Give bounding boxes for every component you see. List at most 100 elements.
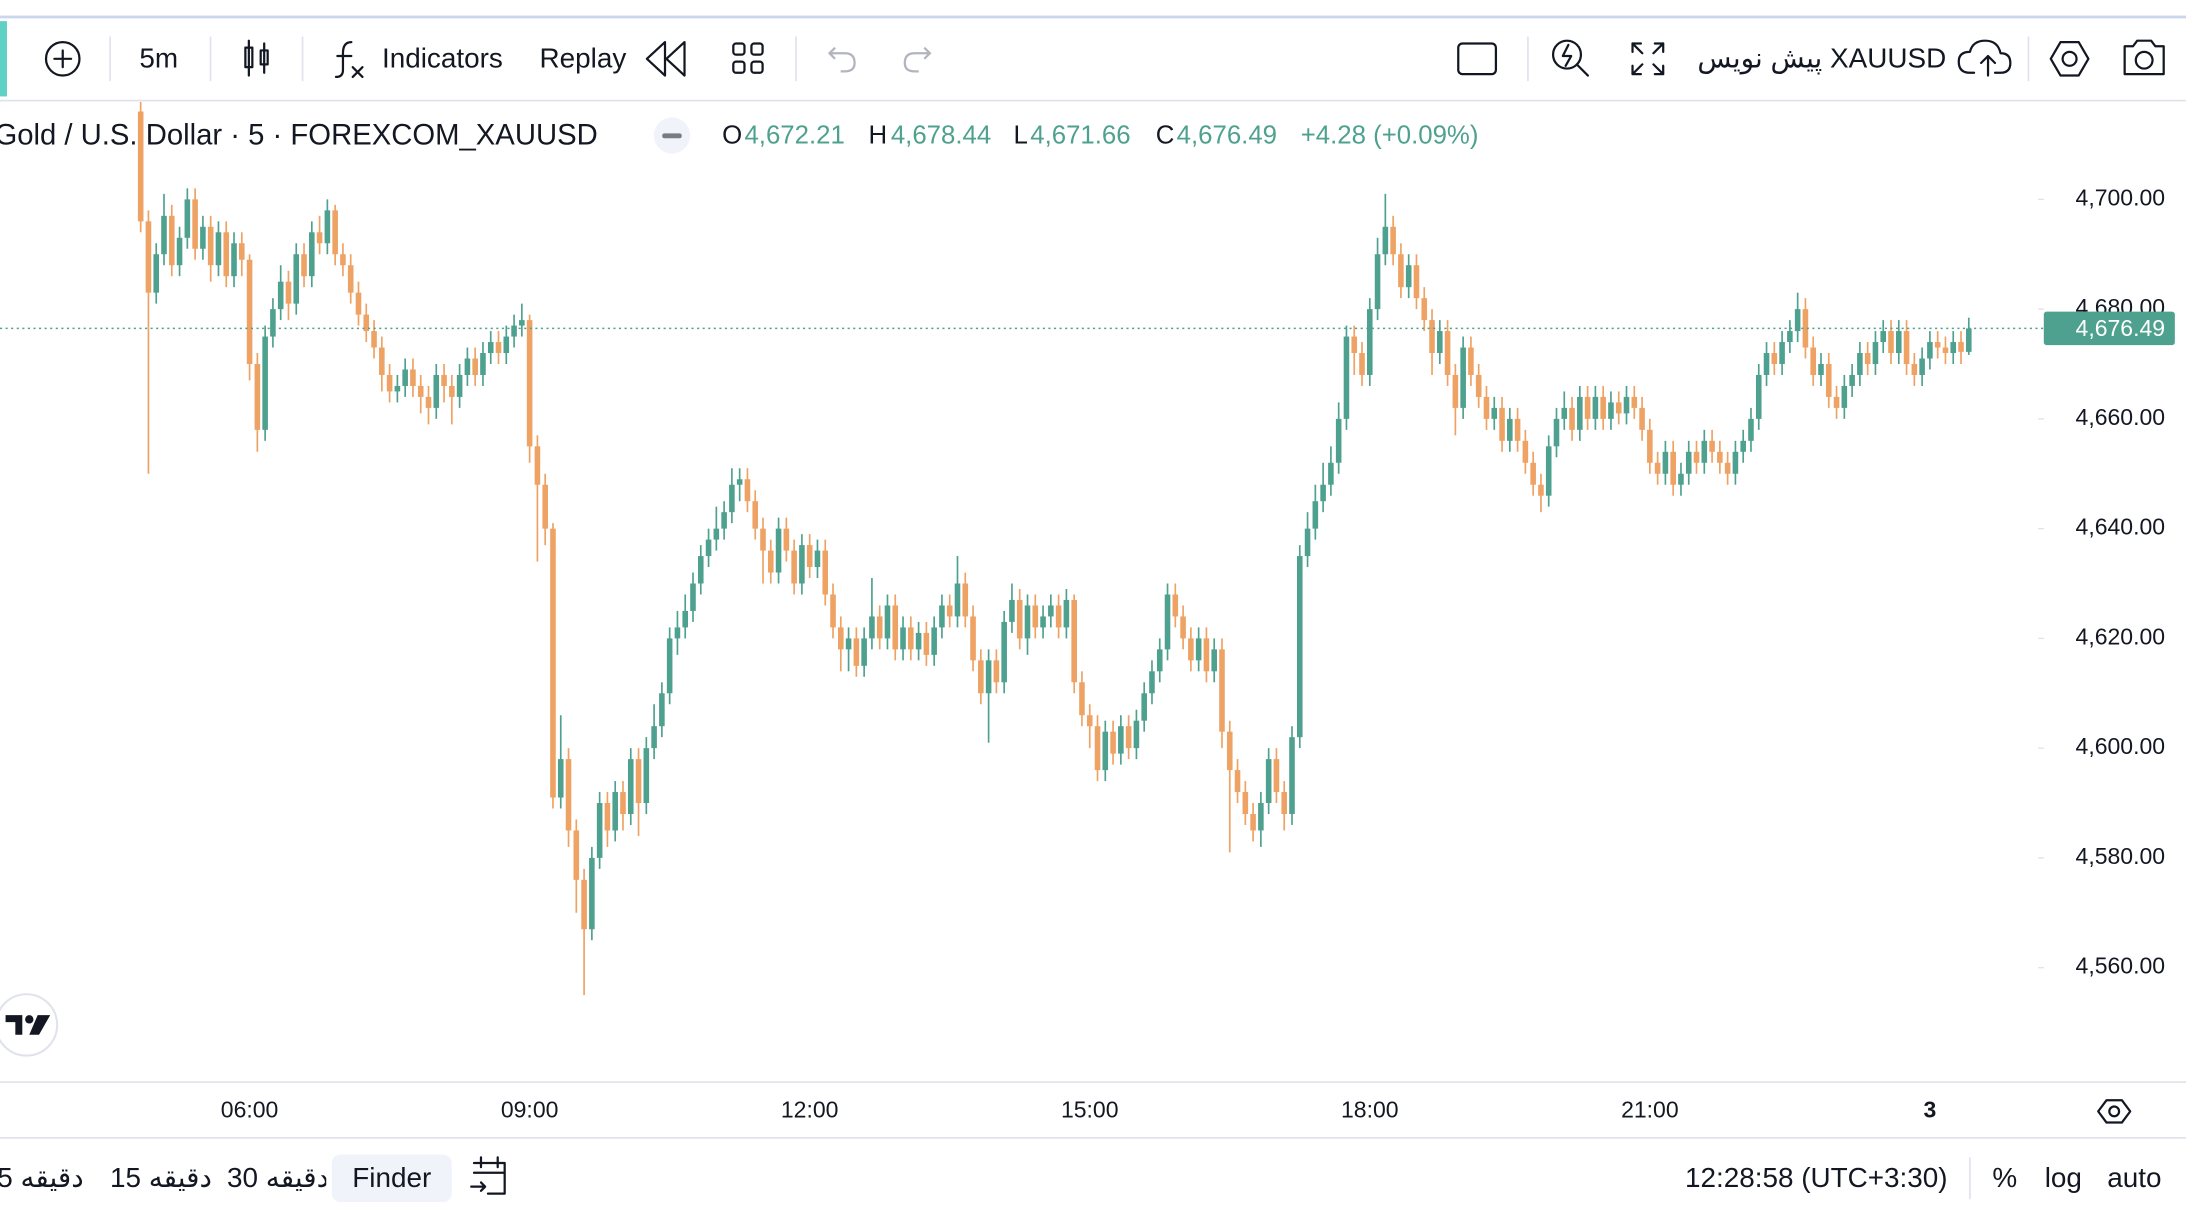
candle-body — [410, 369, 416, 386]
candle-body — [892, 605, 899, 650]
candle-body — [744, 479, 751, 502]
interval-shortcut[interactable]: 30 دقیقه — [227, 1162, 329, 1193]
interval-shortcut[interactable]: 5 دقیقه — [0, 1162, 84, 1193]
ohlc-value: 4,671.66 — [1030, 122, 1130, 150]
candle-body — [1701, 440, 1708, 463]
candle-body — [1452, 374, 1459, 408]
candle-body — [192, 199, 198, 249]
layout-name[interactable]: پیش نویس XAUUSD — [1697, 43, 1946, 75]
candle-body — [231, 243, 237, 277]
candle-body — [1561, 407, 1568, 419]
candle-body — [1491, 407, 1498, 419]
snapshot-button[interactable] — [2123, 39, 2165, 76]
percent-toggle[interactable]: % — [1992, 1162, 2017, 1193]
expand-button[interactable] — [1631, 42, 1665, 76]
ohlc-value: 4,672.21 — [744, 122, 844, 150]
save-button[interactable] — [1957, 39, 2012, 77]
candle-body — [1919, 358, 1925, 375]
replay-button[interactable]: Replay — [540, 40, 686, 77]
candle-body — [433, 374, 440, 408]
chart-type-button[interactable] — [244, 39, 269, 77]
candle-body — [1787, 331, 1793, 343]
goto-date-button[interactable] — [470, 1156, 506, 1195]
candle-body — [402, 369, 408, 386]
candle-body — [1460, 347, 1466, 408]
candle-body — [946, 605, 953, 617]
finder-button[interactable] — [331, 1154, 452, 1202]
fullscreen-toggle[interactable] — [1457, 42, 1498, 76]
candle-body — [1032, 605, 1039, 628]
candle-body — [309, 232, 315, 277]
layout-button[interactable] — [732, 42, 764, 74]
candle-body — [923, 632, 930, 655]
candle-body — [752, 501, 759, 529]
candle-body — [830, 594, 836, 628]
x-tick-label: 12:00 — [781, 1096, 839, 1122]
candle-body — [324, 210, 331, 244]
candle-body — [713, 528, 720, 540]
candle-body — [1016, 599, 1023, 639]
candle-body — [1009, 599, 1015, 622]
candle-body — [1001, 621, 1007, 683]
candle-body — [1094, 726, 1101, 771]
candle-body — [1950, 342, 1957, 354]
settings-button[interactable] — [2049, 40, 2090, 77]
candle-body — [417, 385, 424, 397]
candle-body — [1367, 309, 1373, 375]
candle-body — [1195, 638, 1202, 661]
log-toggle[interactable]: log — [2045, 1162, 2082, 1193]
candle-body — [480, 353, 486, 375]
candle-body — [1289, 737, 1295, 814]
candle-body — [1864, 353, 1871, 364]
candle-body — [620, 792, 626, 814]
candle-body — [1802, 309, 1809, 348]
quick-search-button[interactable] — [1551, 39, 1590, 77]
candle-body — [978, 660, 984, 694]
candle-body — [301, 254, 307, 277]
auto-toggle[interactable]: auto — [2107, 1162, 2161, 1193]
candle-body — [1514, 418, 1521, 441]
candle-body — [1553, 418, 1560, 447]
candle-body — [643, 748, 650, 804]
candle-body — [1888, 331, 1894, 354]
redo-button[interactable] — [903, 46, 932, 73]
candle-body — [223, 232, 230, 277]
candle-body — [332, 210, 338, 255]
candle-body — [1242, 792, 1249, 814]
candle-body — [775, 528, 782, 573]
candle-body — [200, 226, 206, 249]
candle-body — [1141, 693, 1147, 721]
candle-body — [1748, 418, 1754, 441]
candle-body — [542, 484, 548, 529]
replay-label: Replay — [540, 43, 627, 74]
candle-body — [1841, 385, 1848, 408]
tradingview-logo[interactable] — [0, 993, 59, 1057]
candle-body — [1040, 616, 1046, 628]
legend: Gold / U.S. Dollar · 5 · FOREXCOM_XAUUSD… — [0, 117, 1478, 154]
clock[interactable]: 12:28:58 (UTC+3:30) — [1685, 1162, 1948, 1193]
candle-body — [145, 221, 152, 293]
interval-shortcut[interactable]: 15 دقیقه — [110, 1162, 212, 1193]
candle-body — [277, 281, 284, 310]
axis-settings-button[interactable] — [2097, 1099, 2132, 1124]
candle-body — [161, 215, 167, 255]
add-symbol-button[interactable] — [44, 40, 81, 77]
candle-body — [1662, 451, 1669, 474]
candle-body — [340, 254, 346, 266]
interval-button[interactable]: 5m — [139, 43, 178, 74]
candle-body — [838, 627, 844, 650]
candle-body — [869, 616, 875, 639]
collapse-icon — [662, 133, 682, 139]
candle-body — [1234, 770, 1241, 793]
undo-button[interactable] — [827, 46, 856, 73]
indicators-button[interactable]: Indicators — [334, 40, 503, 79]
candle-body — [215, 232, 222, 266]
candle-body — [1071, 599, 1077, 683]
candle-body — [425, 396, 432, 408]
candle-body — [674, 627, 681, 639]
candle-body — [1390, 226, 1396, 255]
candle-body — [1639, 407, 1645, 430]
candle-body — [799, 545, 805, 584]
